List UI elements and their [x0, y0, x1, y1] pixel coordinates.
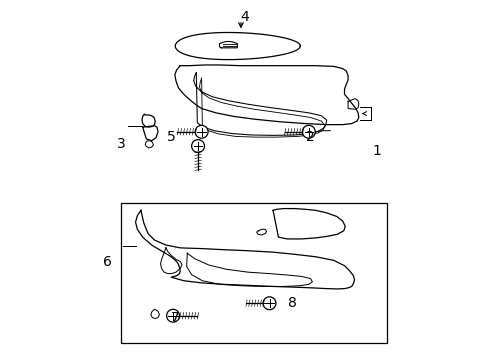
- Circle shape: [166, 309, 179, 322]
- Polygon shape: [151, 309, 159, 319]
- Text: 2: 2: [305, 130, 314, 144]
- Circle shape: [191, 140, 204, 153]
- Text: 4: 4: [240, 10, 248, 24]
- Text: 5: 5: [166, 130, 175, 144]
- Text: 3: 3: [117, 137, 125, 151]
- Text: 1: 1: [371, 144, 380, 158]
- Polygon shape: [142, 114, 155, 127]
- Text: 6: 6: [102, 255, 111, 269]
- Bar: [121, 203, 386, 342]
- Text: 8: 8: [288, 296, 297, 310]
- Text: 7: 7: [170, 311, 179, 324]
- Circle shape: [302, 125, 315, 138]
- Circle shape: [263, 297, 275, 310]
- Polygon shape: [145, 141, 153, 148]
- Circle shape: [195, 125, 207, 138]
